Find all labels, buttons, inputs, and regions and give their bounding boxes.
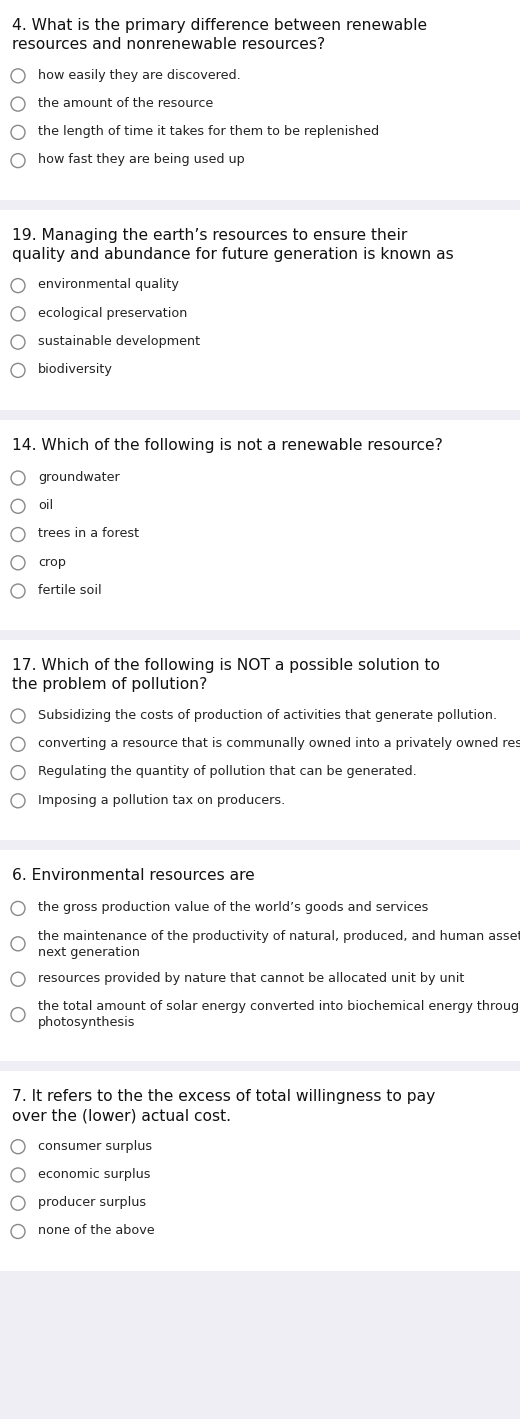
Text: producer surplus: producer surplus bbox=[38, 1196, 146, 1209]
Text: oil: oil bbox=[38, 499, 53, 512]
Text: groundwater: groundwater bbox=[38, 471, 120, 484]
Text: trees in a forest: trees in a forest bbox=[38, 528, 139, 541]
Text: 4. What is the primary difference between renewable
resources and nonrenewable r: 4. What is the primary difference betwee… bbox=[12, 18, 427, 53]
Text: 6. Environmental resources are: 6. Environmental resources are bbox=[12, 868, 255, 883]
Text: Imposing a pollution tax on producers.: Imposing a pollution tax on producers. bbox=[38, 793, 285, 806]
Text: 7. It refers to the the excess of total willingness to pay
over the (lower) actu: 7. It refers to the the excess of total … bbox=[12, 1088, 435, 1122]
Bar bbox=[0, 210, 520, 410]
Text: the total amount of solar energy converted into biochemical energy through plant: the total amount of solar energy convert… bbox=[38, 1000, 520, 1029]
Text: biodiversity: biodiversity bbox=[38, 363, 113, 376]
Text: the amount of the resource: the amount of the resource bbox=[38, 96, 213, 111]
Text: 19. Managing the earth’s resources to ensure their
quality and abundance for fut: 19. Managing the earth’s resources to en… bbox=[12, 228, 454, 263]
Bar bbox=[0, 850, 520, 1061]
Text: sustainable development: sustainable development bbox=[38, 335, 200, 348]
Text: the gross production value of the world’s goods and services: the gross production value of the world’… bbox=[38, 901, 428, 914]
Text: Regulating the quantity of pollution that can be generated.: Regulating the quantity of pollution tha… bbox=[38, 765, 417, 779]
Bar bbox=[0, 0, 520, 200]
Text: consumer surplus: consumer surplus bbox=[38, 1139, 152, 1152]
Text: resources provided by nature that cannot be allocated unit by unit: resources provided by nature that cannot… bbox=[38, 972, 464, 985]
Text: none of the above: none of the above bbox=[38, 1225, 154, 1237]
Text: 14. Which of the following is not a renewable resource?: 14. Which of the following is not a rene… bbox=[12, 437, 443, 453]
Bar bbox=[0, 1071, 520, 1270]
Bar bbox=[0, 420, 520, 630]
Text: fertile soil: fertile soil bbox=[38, 585, 101, 597]
Text: how easily they are discovered.: how easily they are discovered. bbox=[38, 68, 241, 82]
Text: converting a resource that is communally owned into a privately owned resource.: converting a resource that is communally… bbox=[38, 736, 520, 751]
Text: how fast they are being used up: how fast they are being used up bbox=[38, 153, 245, 166]
Text: environmental quality: environmental quality bbox=[38, 278, 179, 291]
Text: the length of time it takes for them to be replenished: the length of time it takes for them to … bbox=[38, 125, 379, 138]
Text: Subsidizing the costs of production of activities that generate pollution.: Subsidizing the costs of production of a… bbox=[38, 710, 497, 722]
Text: crop: crop bbox=[38, 556, 66, 569]
Text: economic surplus: economic surplus bbox=[38, 1168, 150, 1181]
Text: 17. Which of the following is NOT a possible solution to
the problem of pollutio: 17. Which of the following is NOT a poss… bbox=[12, 658, 440, 692]
Text: ecological preservation: ecological preservation bbox=[38, 307, 187, 319]
Text: the maintenance of the productivity of natural, produced, and human assets to th: the maintenance of the productivity of n… bbox=[38, 929, 520, 959]
Bar bbox=[0, 640, 520, 840]
